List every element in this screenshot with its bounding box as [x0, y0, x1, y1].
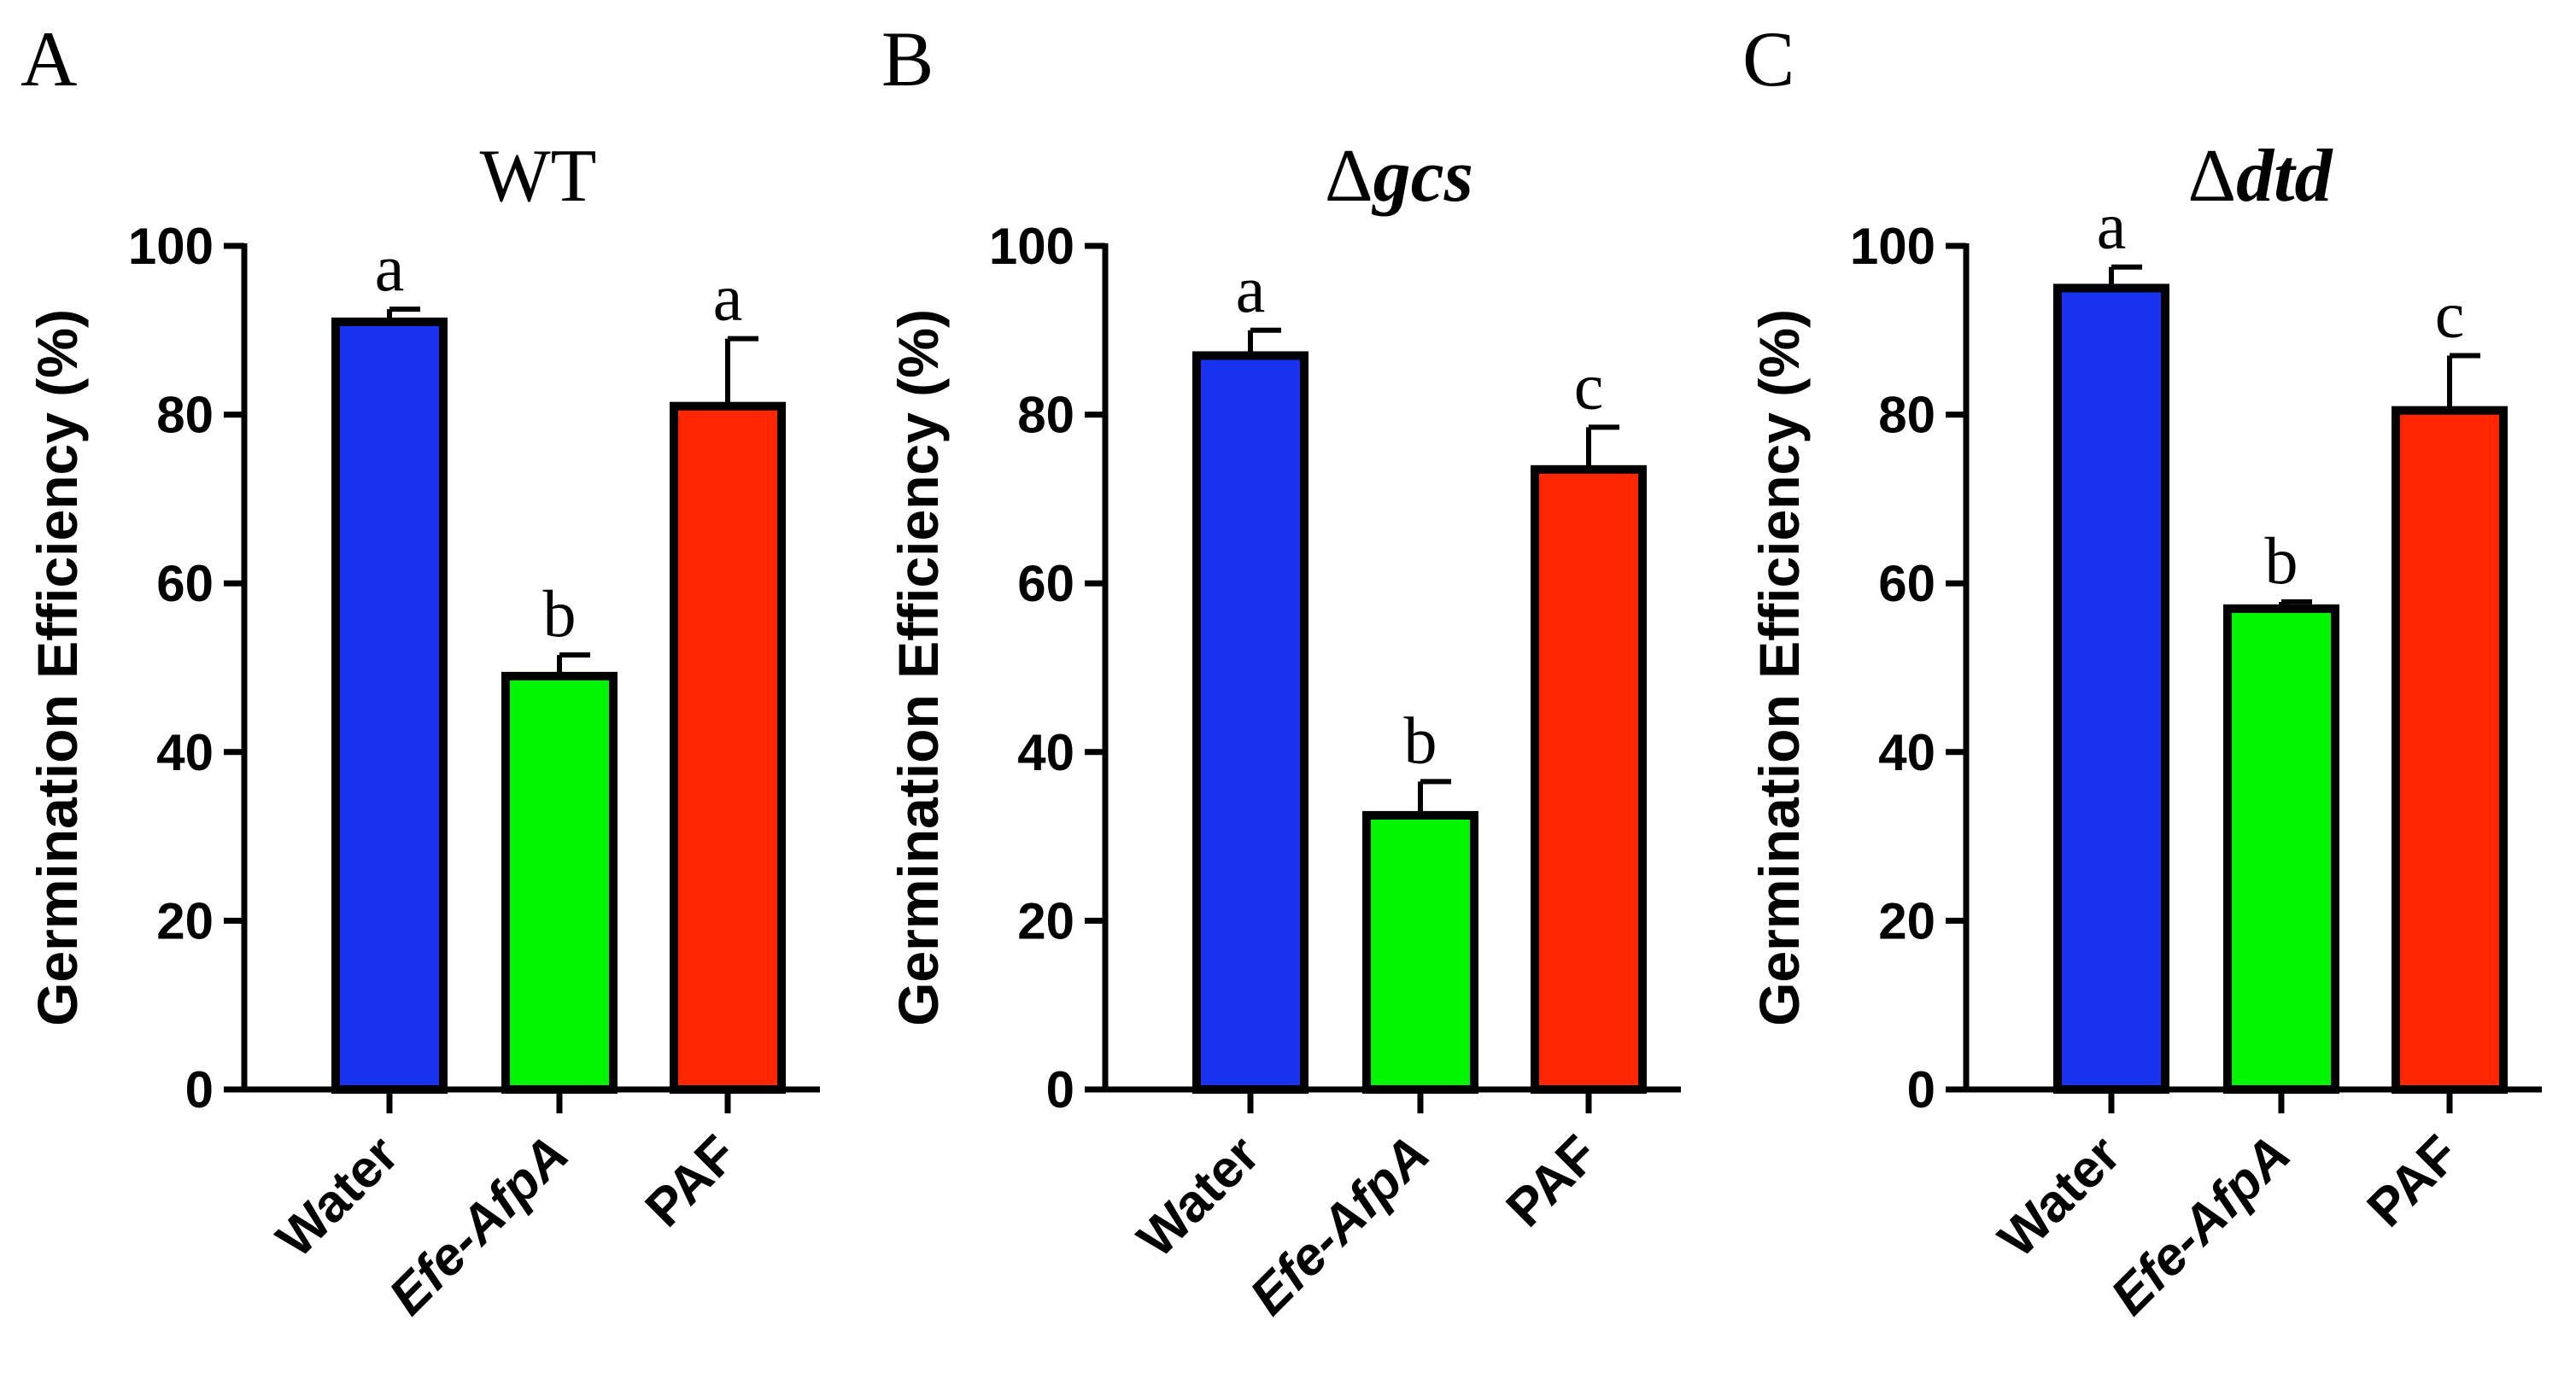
y-tick-label: 80 — [1017, 387, 1074, 444]
bar-paf — [1531, 464, 1647, 1094]
significance-letter: a — [375, 231, 405, 305]
y-axis-label: Germination Efficiency (%) — [887, 309, 950, 1026]
y-tick-label: 20 — [156, 892, 214, 949]
panel-label: B — [881, 15, 934, 102]
x-tick-label: Water — [266, 1124, 410, 1269]
chart-title-text: dtd — [2236, 135, 2333, 218]
x-tick-label: Water — [1988, 1124, 2132, 1269]
y-tick-label: 20 — [1878, 892, 1935, 949]
y-tick-label: 40 — [1017, 724, 1074, 781]
y-tick-label: 60 — [156, 555, 214, 612]
y-tick-label: 100 — [128, 218, 214, 275]
y-tick-label: 100 — [1850, 218, 1935, 275]
chart-title: Δdtd — [2187, 135, 2333, 218]
chart-title: WT — [480, 135, 597, 218]
y-tick-label: 0 — [1907, 1061, 1935, 1118]
chart-title-text: gcs — [1372, 135, 1473, 218]
y-tick-label: 20 — [1017, 892, 1074, 949]
chart-title-prefix: Δ — [2187, 135, 2236, 218]
bar-paf — [670, 401, 786, 1095]
y-tick-label: 80 — [1878, 387, 1935, 444]
bar-efe-afpa — [1362, 810, 1478, 1095]
y-axis-label: Germination Efficiency (%) — [1748, 309, 1811, 1026]
bar-efe-afpa — [2223, 604, 2339, 1094]
y-tick-label: 40 — [1878, 724, 1935, 781]
chart-title-text: WT — [480, 135, 597, 218]
y-tick-label: 60 — [1878, 555, 1935, 612]
y-tick-label: 0 — [185, 1061, 214, 1118]
significance-letter: a — [713, 260, 743, 335]
y-tick-label: 100 — [989, 218, 1074, 275]
x-tick-label: Efe-AfpA — [2100, 1124, 2302, 1326]
y-tick-label: 40 — [156, 724, 214, 781]
significance-letter: a — [2097, 189, 2127, 263]
significance-letter: b — [543, 576, 577, 651]
bar-water — [1192, 351, 1308, 1094]
significance-letter: b — [1404, 703, 1437, 777]
significance-letter: a — [1236, 252, 1266, 326]
bar-paf — [2392, 406, 2508, 1095]
chart-panel-c: C Δdtd Germination Efficiency (%) 0 20 40 60 80… — [1742, 15, 2542, 1326]
panel-label: A — [20, 15, 77, 102]
bar-water — [331, 317, 448, 1095]
chart-panel-b: B Δgcs Germination Efficiency (%) 0 20 40 60 80… — [881, 15, 1681, 1326]
significance-letter: c — [1574, 348, 1604, 423]
x-tick-label: PAF — [635, 1124, 748, 1238]
x-tick-label: PAF — [1496, 1124, 1609, 1238]
chart-title: Δgcs — [1325, 135, 1473, 218]
significance-letter: c — [2435, 277, 2465, 351]
x-tick-label: Water — [1127, 1124, 1271, 1269]
y-tick-label: 60 — [1017, 555, 1074, 612]
x-tick-label: Efe-AfpA — [378, 1124, 580, 1326]
x-tick-label: Efe-AfpA — [1239, 1124, 1441, 1326]
bar-efe-afpa — [501, 671, 618, 1094]
y-axis-label: Germination Efficiency (%) — [26, 309, 89, 1026]
chart-panel-a: A WT Germination Efficiency (%) 0 20 40 60 80 10… — [20, 15, 820, 1326]
y-tick-label: 80 — [156, 387, 214, 444]
significance-letter: b — [2265, 523, 2298, 598]
chart-title-prefix: Δ — [1325, 135, 1373, 218]
panel-label: C — [1742, 15, 1794, 102]
bar-water — [2053, 283, 2169, 1094]
x-tick-label: PAF — [2356, 1124, 2470, 1238]
y-tick-label: 0 — [1046, 1061, 1074, 1118]
